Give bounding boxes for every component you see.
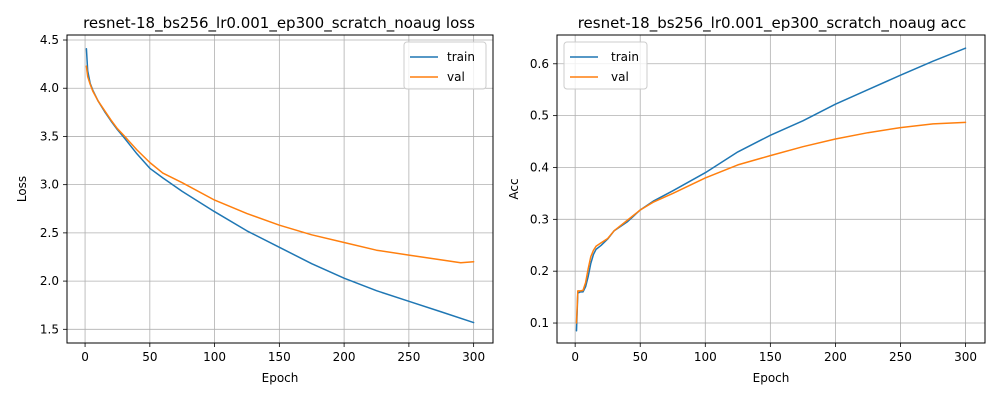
acc-y-tick-label: 0.2 xyxy=(530,264,549,278)
acc-x-axis-label: Epoch xyxy=(753,371,790,385)
acc-x-tick-label: 0 xyxy=(571,350,579,364)
acc-y-tick-label: 0.3 xyxy=(530,212,549,226)
acc-y-ticks: 0.1 0.2 0.3 0.4 0.5 0.6 xyxy=(530,57,557,330)
loss-x-tick-label: 50 xyxy=(142,350,157,364)
acc-y-tick-label: 0.6 xyxy=(530,57,549,71)
loss-chart: resnet-18_bs256_lr0.001_ep300_scratch_no… xyxy=(15,14,494,385)
loss-x-tick-label: 300 xyxy=(462,350,485,364)
loss-y-ticks: 1.5 2.0 2.5 3.0 3.5 4.0 4.5 xyxy=(40,33,67,336)
loss-plot-frame xyxy=(66,34,494,344)
loss-y-tick-label: 4.0 xyxy=(40,81,59,95)
acc-x-tick-label: 250 xyxy=(889,350,912,364)
acc-chart: resnet-18_bs256_lr0.001_ep300_scratch_no… xyxy=(507,14,986,385)
acc-x-tick-label: 100 xyxy=(694,350,717,364)
loss-x-tick-label: 250 xyxy=(397,350,420,364)
acc-x-tick-label: 50 xyxy=(633,350,648,364)
acc-x-ticks: 0 50 100 150 200 250 300 xyxy=(571,343,977,364)
loss-y-tick-label: 3.5 xyxy=(40,129,59,143)
loss-lines xyxy=(85,47,475,324)
loss-x-axis-label: Epoch xyxy=(262,371,299,385)
acc-y-tick-label: 0.4 xyxy=(530,160,549,174)
loss-x-tick-label: 0 xyxy=(81,350,89,364)
loss-y-tick-label: 1.5 xyxy=(40,322,59,336)
acc-x-tick-label: 300 xyxy=(954,350,977,364)
acc-x-tick-label: 150 xyxy=(759,350,782,364)
acc-legend: train val xyxy=(563,41,648,90)
loss-legend: train val xyxy=(403,41,487,90)
acc-y-tick-label: 0.1 xyxy=(530,316,549,330)
acc-y-axis-label: Acc xyxy=(507,178,521,199)
loss-x-ticks: 0 50 100 150 200 250 300 xyxy=(81,343,485,364)
loss-y-tick-label: 4.5 xyxy=(40,33,59,47)
loss-chart-title: resnet-18_bs256_lr0.001_ep300_scratch_no… xyxy=(83,14,475,33)
loss-y-tick-label: 2.0 xyxy=(40,274,59,288)
loss-x-tick-label: 150 xyxy=(268,350,291,364)
loss-legend-val-label: val xyxy=(447,70,465,84)
acc-y-tick-label: 0.5 xyxy=(530,109,549,123)
loss-x-tick-label: 200 xyxy=(333,350,356,364)
acc-val-line xyxy=(575,121,967,324)
acc-x-tick-label: 200 xyxy=(824,350,847,364)
acc-chart-title: resnet-18_bs256_lr0.001_ep300_scratch_no… xyxy=(578,14,967,33)
loss-x-tick-label: 100 xyxy=(203,350,226,364)
acc-legend-train-label: train xyxy=(611,50,639,64)
acc-lines xyxy=(575,47,967,332)
loss-val-line xyxy=(85,65,475,264)
loss-y-axis-label: Loss xyxy=(15,176,29,202)
acc-legend-val-label: val xyxy=(611,70,629,84)
loss-y-tick-label: 3.0 xyxy=(40,178,59,192)
acc-plot-frame xyxy=(556,34,986,344)
acc-train-line xyxy=(575,47,967,332)
loss-legend-train-label: train xyxy=(447,50,475,64)
loss-y-tick-label: 2.5 xyxy=(40,226,59,240)
